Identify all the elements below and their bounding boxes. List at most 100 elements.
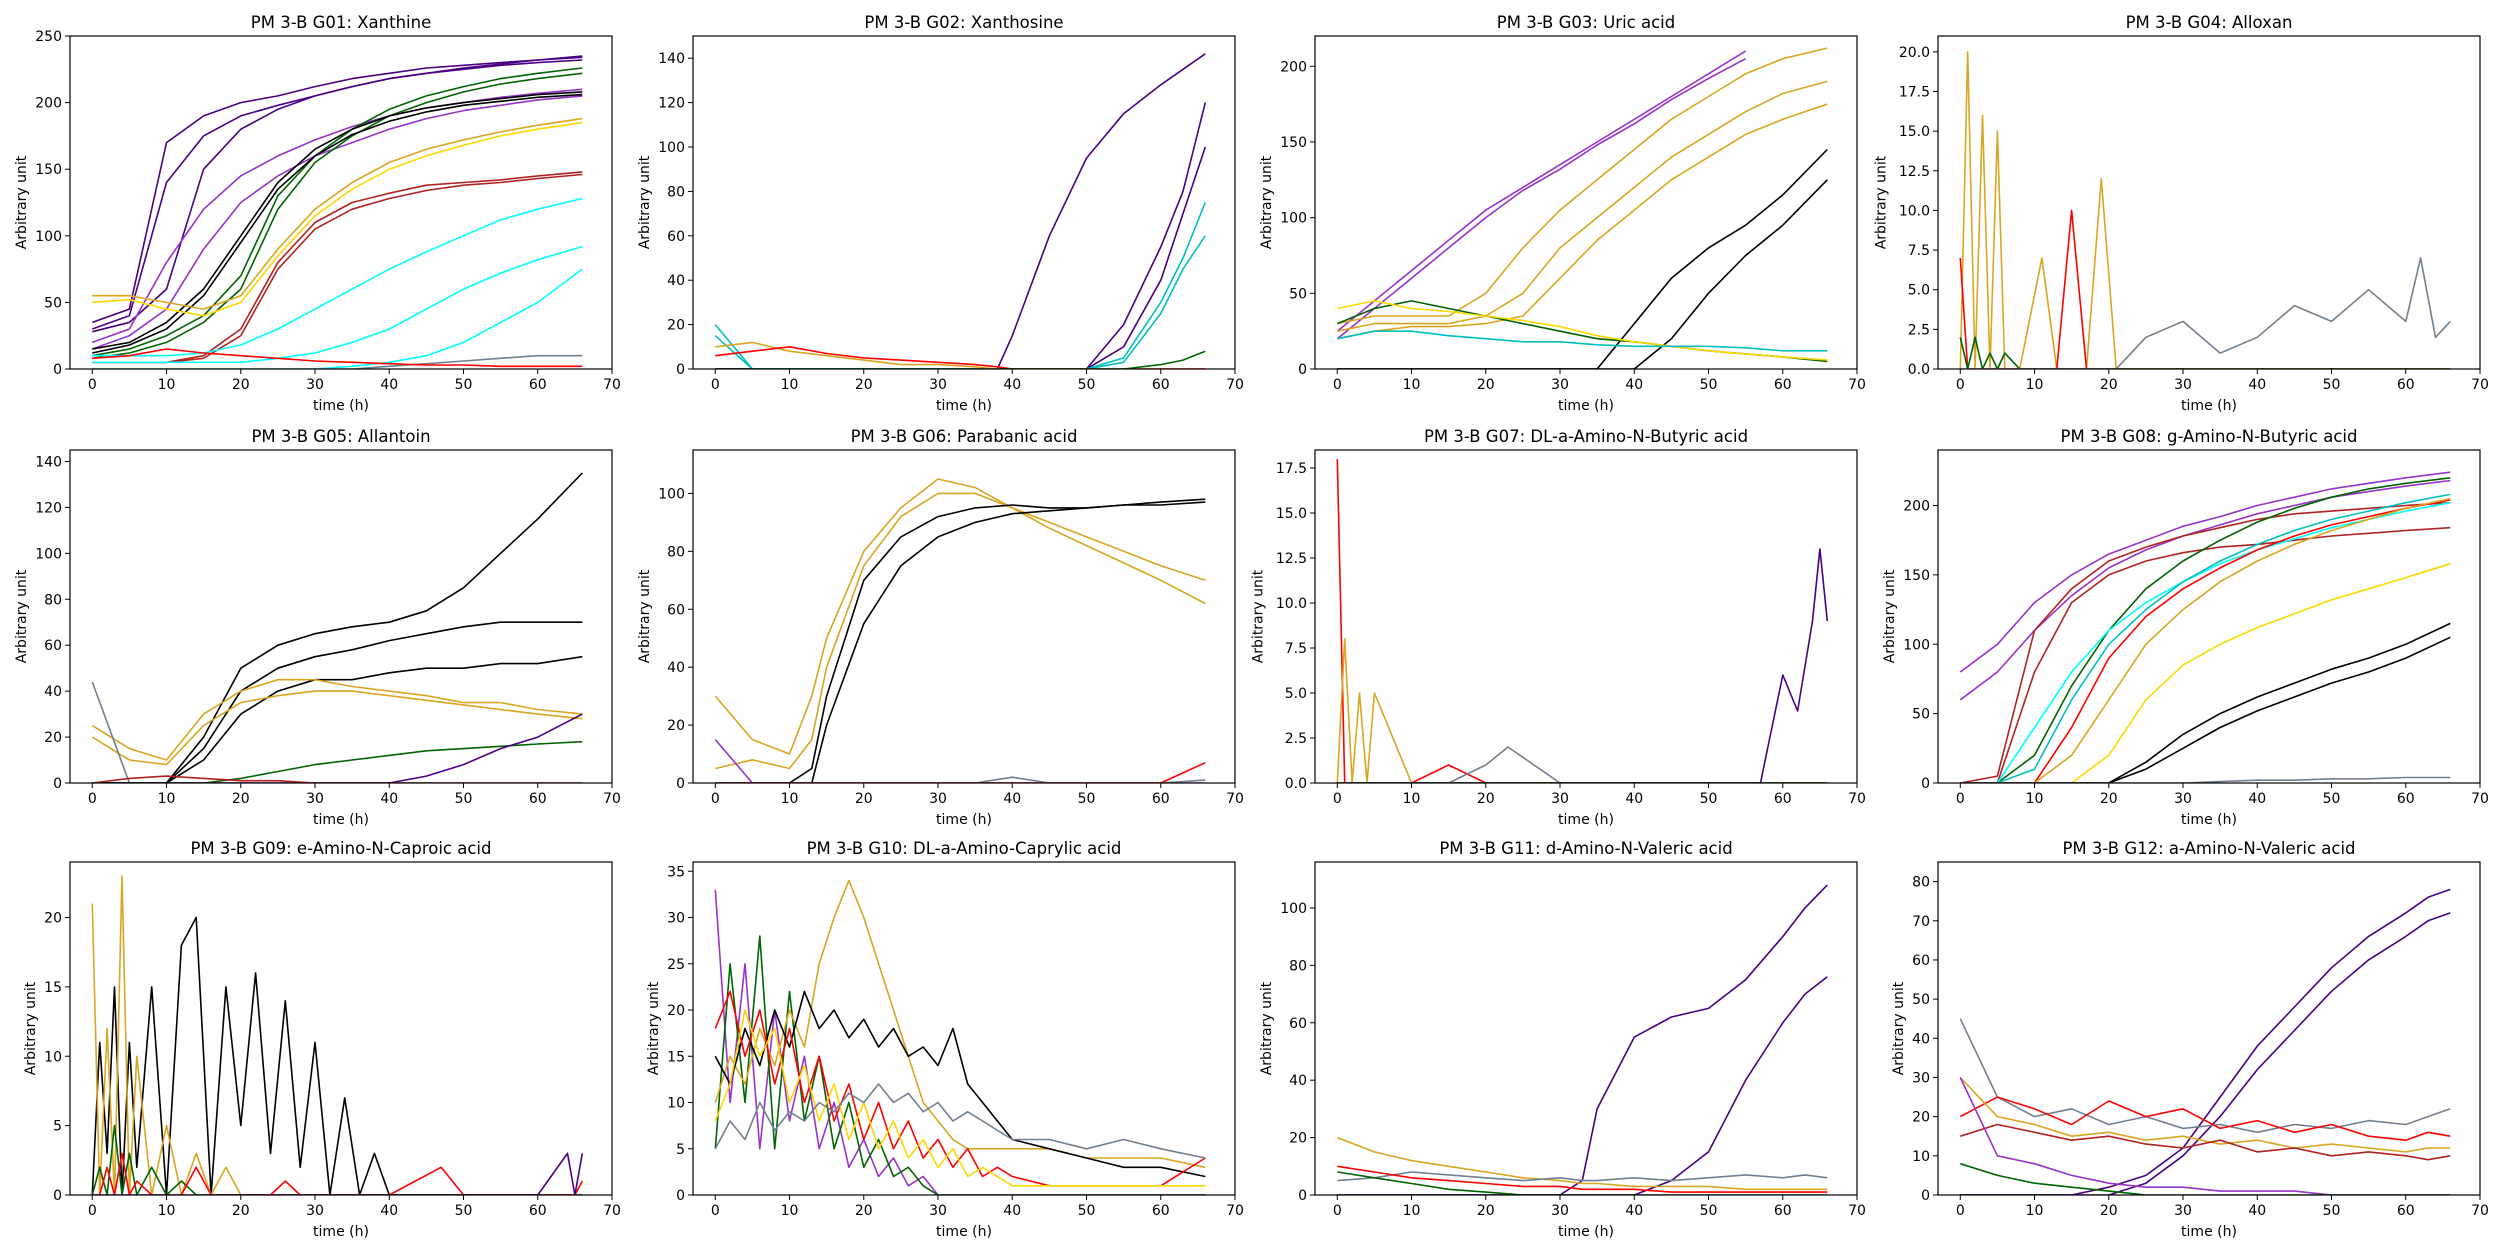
series-line-1 — [714, 478, 1206, 755]
y-tick-label: 10.0 — [1899, 203, 1930, 219]
x-tick-label: 30 — [929, 791, 947, 807]
x-axis-label: time (h) — [936, 1224, 992, 1240]
y-tick-label: 15.0 — [1899, 124, 1930, 140]
y-tick-label: 0 — [1298, 1188, 1307, 1204]
series-group — [1959, 471, 2451, 783]
axes-frame — [1314, 35, 1858, 370]
subplot-8: 0 10 20 30 40 50 60 70 0 50 100 150 200 PM 3-B G08: g… — [1882, 427, 2489, 828]
series-line-4 — [92, 88, 583, 344]
y-axis-label: Arbitrary unit — [14, 569, 30, 663]
axes-frame — [692, 35, 1236, 370]
series-line-9 — [92, 775, 583, 783]
series-line-2 — [1959, 479, 2451, 701]
series-line-8 — [92, 713, 583, 783]
series-group — [1959, 51, 2451, 369]
x-tick-label: 20 — [2100, 1203, 2118, 1219]
y-tick-label: 80 — [1289, 958, 1307, 974]
series-line-5 — [1960, 477, 2451, 783]
series-line-8 — [92, 91, 583, 350]
x-tick-label: 20 — [1477, 791, 1495, 807]
series-line-7 — [92, 72, 583, 360]
x-tick-label: 0 — [88, 791, 97, 807]
x-tick-label: 70 — [603, 1203, 621, 1219]
y-axis-label: Arbitrary unit — [646, 981, 662, 1075]
y-axis-label: Arbitrary unit — [1874, 155, 1890, 249]
x-tick-label: 70 — [2471, 791, 2489, 807]
series-line-3 — [1960, 501, 2451, 783]
x-tick-label: 40 — [1625, 377, 1643, 393]
subplot-9: 0 10 20 30 40 50 60 70 0 5 10 15 20 PM 3-B G09: e-Ami… — [23, 839, 621, 1240]
series-line-3 — [1337, 47, 1828, 325]
y-tick-label: 7.5 — [1908, 243, 1930, 259]
series-line-1 — [1336, 458, 1828, 783]
x-tick-label: 10 — [2026, 1203, 2044, 1219]
y-tick-label: 140 — [35, 454, 62, 470]
series-line-7 — [1337, 179, 1828, 369]
y-tick-label: 20 — [667, 318, 685, 334]
x-axis-label: time (h) — [2181, 398, 2237, 414]
y-tick-label: 5 — [676, 1142, 685, 1158]
x-tick-label: 0 — [711, 1203, 720, 1219]
series-line-4 — [714, 990, 1206, 1178]
series-line-1 — [91, 916, 583, 1195]
x-tick-label: 20 — [2100, 377, 2118, 393]
y-tick-label: 0 — [1298, 362, 1307, 378]
y-tick-label: 100 — [1280, 211, 1307, 227]
y-tick-label: 15 — [44, 980, 62, 996]
series-line-6 — [1337, 148, 1828, 369]
y-tick-label: 20 — [44, 911, 62, 927]
series-line-6 — [92, 67, 583, 357]
x-tick-label: 60 — [1152, 1203, 1170, 1219]
axes-frame — [69, 35, 613, 370]
x-axis-label: time (h) — [313, 1224, 369, 1240]
x-tick-label: 20 — [855, 377, 873, 393]
x-tick-label: 60 — [529, 377, 547, 393]
y-tick-label: 40 — [667, 273, 685, 289]
series-group — [91, 472, 583, 783]
x-tick-label: 40 — [2248, 791, 2266, 807]
series-line-6 — [91, 681, 583, 783]
y-tick-label: 80 — [44, 592, 62, 608]
x-tick-label: 50 — [1700, 377, 1718, 393]
series-line-14 — [92, 197, 583, 357]
x-tick-label: 10 — [781, 1203, 799, 1219]
y-tick-label: 0 — [676, 776, 685, 792]
subplot-5: 0 10 20 30 40 50 60 70 0 20 40 60 80 100 120 140 PM 3-B … — [14, 427, 621, 828]
axes-frame — [692, 861, 1236, 1196]
y-axis-label: Arbitrary unit — [1259, 155, 1275, 249]
y-tick-label: 150 — [1903, 568, 1930, 584]
y-tick-label: 100 — [1903, 637, 1930, 653]
y-tick-label: 50 — [1912, 992, 1930, 1008]
series-line-8 — [1960, 499, 2451, 783]
x-tick-label: 30 — [2174, 1203, 2192, 1219]
subplot-title: PM 3-B G10: DL-a-Amino-Caprylic acid — [807, 839, 1122, 858]
series-group — [1337, 884, 1828, 1195]
x-tick-label: 70 — [2471, 1203, 2489, 1219]
series-line-8 — [715, 350, 1206, 369]
series-line-3 — [714, 879, 1206, 1169]
y-tick-label: 60 — [667, 229, 685, 245]
x-tick-label: 10 — [158, 377, 176, 393]
series-line-7 — [715, 346, 1206, 369]
y-tick-label: 0 — [1921, 776, 1930, 792]
x-tick-label: 70 — [603, 791, 621, 807]
x-tick-label: 70 — [603, 377, 621, 393]
subplot-10: 0 10 20 30 40 50 60 70 0 5 10 15 20 25 30 35 PM 3-B G10:… — [646, 839, 1244, 1240]
series-line-4 — [92, 1152, 584, 1195]
x-tick-label: 70 — [2471, 377, 2489, 393]
x-tick-label: 30 — [929, 1203, 947, 1219]
y-tick-label: 10 — [667, 1096, 685, 1112]
series-line-2 — [91, 875, 583, 1195]
series-line-10 — [1960, 563, 2451, 783]
series-line-3 — [715, 498, 1206, 783]
y-tick-label: 20.0 — [1899, 45, 1930, 61]
subplot-title: PM 3-B G01: Xanthine — [251, 13, 431, 32]
series-line-2 — [1336, 57, 1746, 340]
series-line-2 — [1337, 976, 1828, 1195]
series-line-1 — [1960, 888, 2451, 1195]
x-tick-label: 10 — [1403, 791, 1421, 807]
x-tick-label: 10 — [158, 791, 176, 807]
series-line-10 — [92, 117, 583, 310]
y-tick-label: 25 — [667, 957, 685, 973]
